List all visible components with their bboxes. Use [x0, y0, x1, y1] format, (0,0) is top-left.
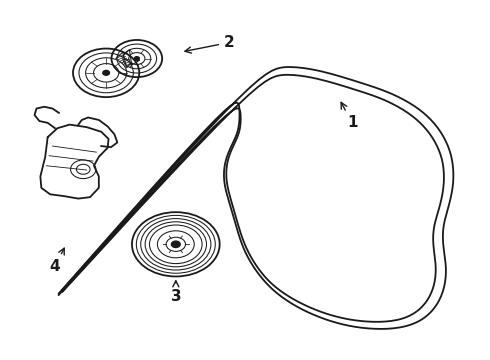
- Text: 3: 3: [171, 281, 181, 303]
- Text: 4: 4: [49, 248, 64, 274]
- Circle shape: [134, 57, 139, 60]
- Circle shape: [172, 241, 180, 248]
- Circle shape: [103, 71, 109, 75]
- Text: 2: 2: [185, 35, 235, 53]
- Text: 1: 1: [341, 102, 357, 130]
